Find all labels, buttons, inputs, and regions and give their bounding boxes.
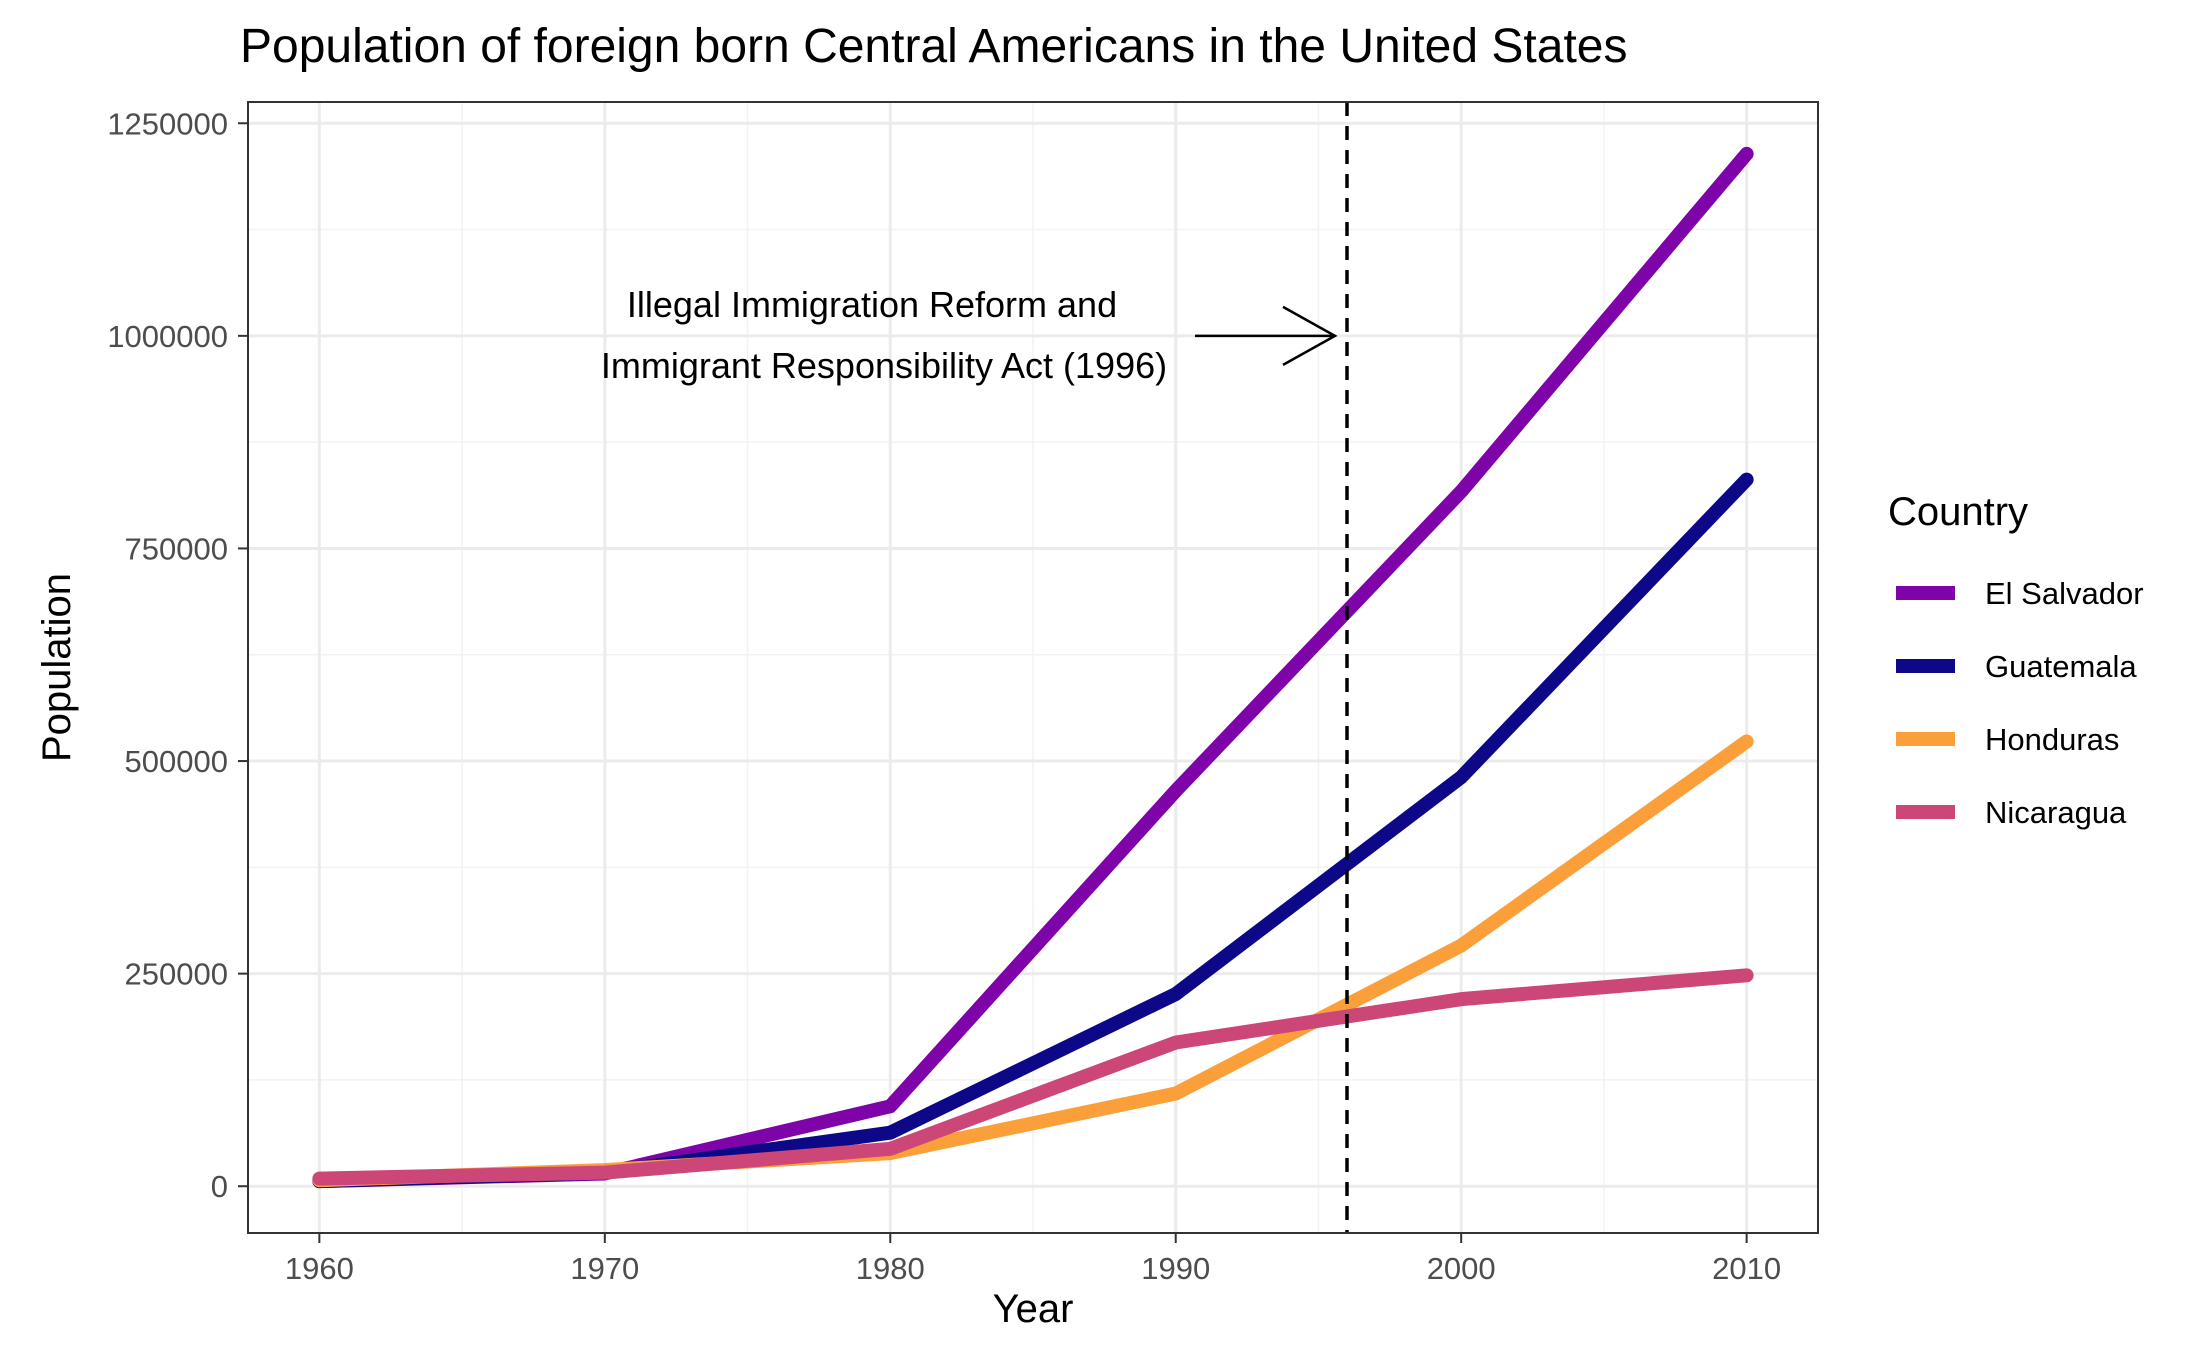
legend-label-guatemala: Guatemala (1985, 649, 2137, 684)
annotation-line-2: Immigrant Responsibility Act (1996) (601, 345, 1167, 386)
annotation-arrow-head (1282, 305, 1338, 366)
legend-label-el-salvador: El Salvador (1985, 576, 2144, 611)
legend-title: Country (1888, 490, 2028, 534)
y-tick-label: 750000 (125, 531, 228, 566)
x-tick-label: 1980 (856, 1251, 925, 1286)
legend: Country El Salvador Guatemala Honduras Nica… (1888, 490, 2144, 830)
axes: 1960 1970 1980 1990 2000 2010 0 250000 500000 750… (107, 106, 1781, 1286)
y-tick-label: 1250000 (107, 106, 228, 141)
chart-title: Population of foreign born Central Ameri… (240, 20, 1627, 73)
x-tick-label: 2000 (1427, 1251, 1496, 1286)
x-tick-label: 2010 (1712, 1251, 1781, 1286)
annotation: Illegal Immigration Reform and Immigrant … (601, 284, 1338, 386)
x-tick-label: 1990 (1141, 1251, 1210, 1286)
legend-label-honduras: Honduras (1985, 722, 2119, 757)
x-tick-label: 1960 (285, 1251, 354, 1286)
legend-label-nicaragua: Nicaragua (1985, 795, 2127, 830)
series-line-nicaragua (312, 968, 1754, 1186)
annotation-line-1: Illegal Immigration Reform and (627, 284, 1117, 325)
y-tick-label: 500000 (125, 744, 228, 779)
x-axis-title: Year (993, 1287, 1074, 1331)
x-tick-label: 1970 (570, 1251, 639, 1286)
y-tick-label: 250000 (125, 957, 228, 992)
plot-panel-border (247, 101, 1819, 1234)
y-tick-label: 1000000 (107, 319, 228, 354)
y-axis-title: Population (35, 573, 79, 762)
y-tick-label: 0 (211, 1169, 228, 1204)
series-lines (312, 146, 1754, 1189)
